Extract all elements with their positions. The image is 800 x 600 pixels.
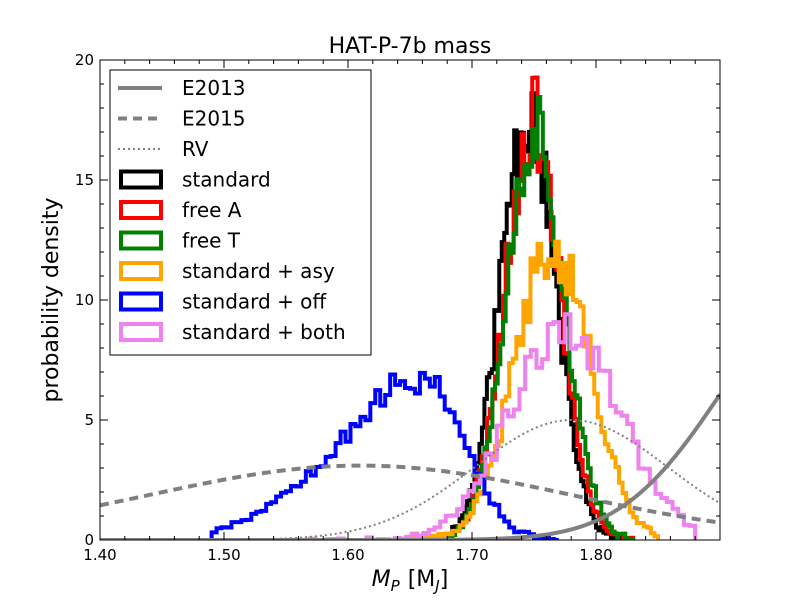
- x-axis-label-open: [M: [408, 567, 436, 592]
- legend-swatch-standard: [119, 169, 163, 190]
- legend-swatch-standard-asy: [119, 261, 163, 281]
- legend: E2013 E2015 RV standard free A free T standard…: [109, 69, 372, 356]
- legend-label-e2013: E2013: [182, 76, 246, 100]
- legend-swatch-free-t: [119, 230, 163, 251]
- x-axis-label-sub: P: [391, 577, 401, 595]
- legend-swatch-standard-both: [119, 322, 163, 342]
- legend-swatch-standard-off: [119, 291, 163, 312]
- y-tick-label: 0: [84, 531, 94, 549]
- x-tick-label: 1.60: [331, 546, 364, 564]
- x-tick-labels: 1.40 1.50 1.60 1.70 1.80: [83, 546, 612, 564]
- legend-label-standard: standard: [182, 168, 271, 192]
- series-e2015: [100, 463, 720, 525]
- x-tick-label: 1.40: [83, 546, 116, 564]
- legend-label-e2015: E2015: [182, 107, 246, 131]
- legend-swatch-free-a: [119, 200, 163, 220]
- chart-title: HAT-P-7b mass: [329, 34, 492, 59]
- x-tick-label: 1.70: [455, 546, 488, 564]
- x-tick-label: 1.80: [579, 546, 612, 564]
- legend-label-free-t: free T: [182, 229, 241, 253]
- y-axis-label: probability density: [39, 197, 64, 402]
- y-tick-labels: 0 5 10 15 20: [75, 51, 94, 549]
- series-free-t: [445, 94, 636, 540]
- x-axis-label-close: ]: [440, 567, 449, 592]
- legend-label-free-a: free A: [182, 198, 242, 222]
- x-tick-label: 1.50: [207, 546, 240, 564]
- y-tick-label: 10: [75, 291, 94, 309]
- x-axis-label: MP [MJ]: [372, 567, 449, 595]
- plot-frame: [99, 59, 721, 541]
- y-tick-label: 15: [75, 171, 94, 189]
- legend-label-standard-off: standard + off: [182, 290, 327, 314]
- y-tick-label: 20: [75, 51, 94, 69]
- y-tick-label: 5: [84, 411, 94, 429]
- legend-label-standard-both: standard + both: [182, 320, 346, 344]
- x-axis-label-sub-j: J: [432, 577, 439, 595]
- x-axis-label-main: M: [372, 567, 391, 592]
- series-standard-off: [209, 370, 559, 540]
- legend-label-rv: RV: [182, 137, 209, 161]
- legend-label-standard-asy: standard + asy: [182, 259, 335, 283]
- series-standard-asy: [408, 239, 660, 540]
